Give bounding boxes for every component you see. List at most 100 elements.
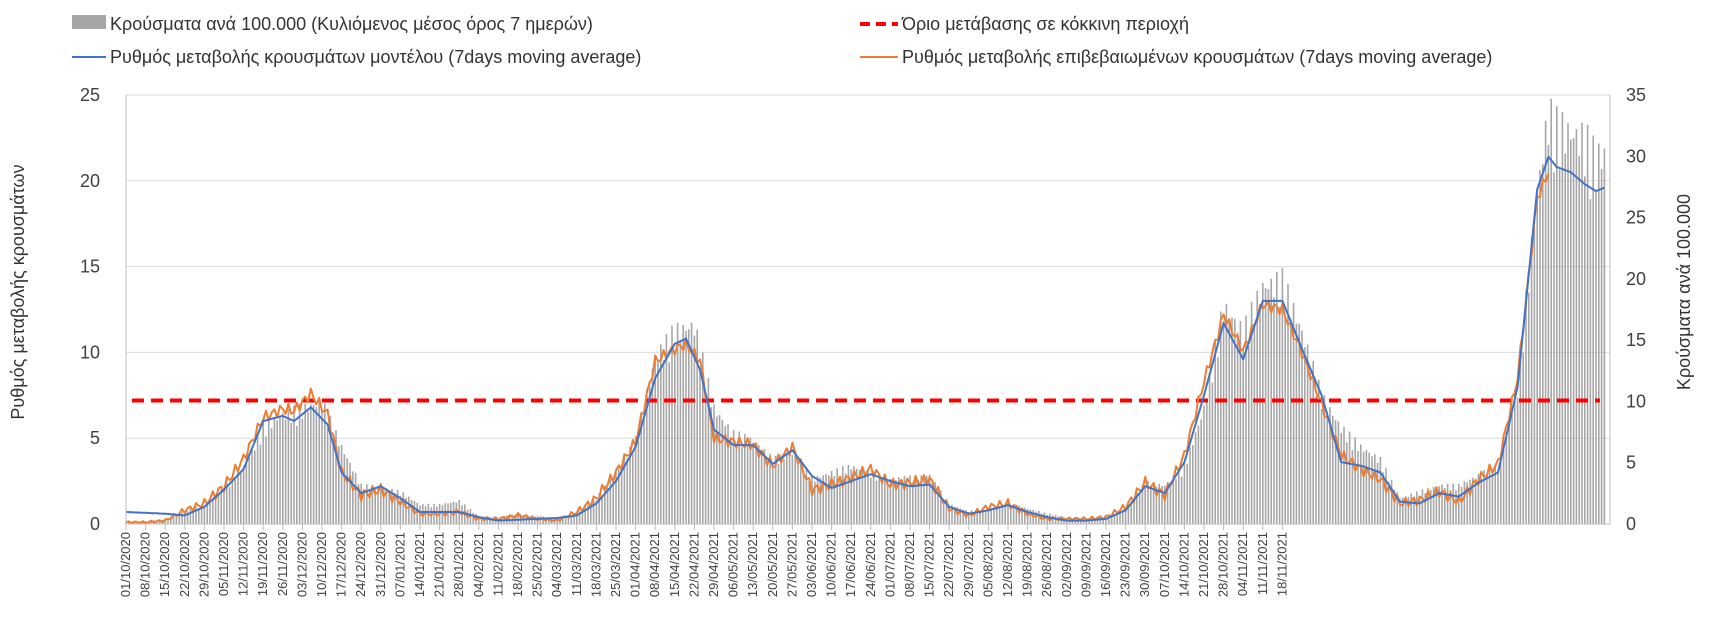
case-bar xyxy=(1264,288,1267,524)
case-bar xyxy=(744,434,746,524)
case-bar xyxy=(1357,450,1359,524)
case-bar xyxy=(198,508,200,524)
case-bar xyxy=(301,418,304,524)
case-bar xyxy=(956,507,959,524)
case-bar xyxy=(441,505,444,524)
y-tick-left-label: 20 xyxy=(80,171,100,191)
case-bar xyxy=(1603,148,1606,524)
case-bar xyxy=(1091,518,1093,524)
case-bar xyxy=(665,333,668,524)
case-bar xyxy=(1519,346,1522,524)
y-tick-left-label: 10 xyxy=(80,342,100,362)
case-bar xyxy=(1337,421,1340,524)
case-bar xyxy=(237,470,239,524)
case-bar xyxy=(1284,316,1286,524)
case-bar xyxy=(399,495,402,524)
x-tick-label: 10/06/2021 xyxy=(824,532,839,597)
case-bar xyxy=(1444,488,1446,524)
model-series-line xyxy=(125,155,1605,522)
case-bar xyxy=(1542,164,1544,524)
case-bar xyxy=(609,478,612,524)
x-tick-label: 07/10/2021 xyxy=(1157,532,1172,597)
x-tick-label: 14/10/2021 xyxy=(1176,532,1191,597)
case-bar xyxy=(1502,443,1505,524)
case-bar xyxy=(657,359,659,524)
case-bar xyxy=(567,514,570,524)
case-bar xyxy=(928,474,931,524)
case-bar xyxy=(1365,450,1368,524)
case-bar xyxy=(587,504,589,524)
case-bar xyxy=(480,516,483,524)
case-bar xyxy=(917,479,920,524)
case-bar xyxy=(685,331,687,524)
case-bar xyxy=(1301,330,1303,524)
case-bar xyxy=(1138,492,1141,524)
case-bar xyxy=(1309,372,1312,524)
case-bar xyxy=(800,461,802,524)
case-bar xyxy=(1334,419,1337,524)
x-tick-label: 12/08/2021 xyxy=(1000,532,1015,597)
case-bar xyxy=(349,462,351,524)
case-bar xyxy=(870,478,872,524)
case-bar xyxy=(1239,321,1242,524)
case-bar xyxy=(380,488,382,524)
case-bar xyxy=(721,419,724,524)
case-bar xyxy=(693,335,696,524)
case-bar xyxy=(825,474,827,524)
case-bar xyxy=(1553,172,1555,524)
case-bar xyxy=(1318,379,1320,524)
case-bar xyxy=(760,452,763,524)
case-bar xyxy=(1346,442,1348,524)
case-bar xyxy=(777,464,780,524)
case-bar xyxy=(1136,493,1138,524)
case-bar xyxy=(486,517,488,524)
case-bar xyxy=(1018,505,1020,524)
case-bar xyxy=(707,378,710,524)
case-bar xyxy=(1497,469,1499,524)
case-bar xyxy=(623,457,626,524)
case-bar xyxy=(595,500,598,524)
case-bar xyxy=(1525,289,1527,524)
case-bar xyxy=(1141,484,1144,524)
case-bar xyxy=(772,468,774,524)
case-bar xyxy=(186,511,189,524)
y-tick-right-label: 10 xyxy=(1626,391,1646,411)
case-bar xyxy=(1581,122,1583,524)
case-bar xyxy=(1561,112,1564,524)
case-bar xyxy=(1206,402,1208,524)
case-bar xyxy=(371,485,374,524)
case-bar xyxy=(962,509,964,524)
case-bar xyxy=(287,408,290,524)
x-tick-label: 21/10/2021 xyxy=(1196,532,1211,597)
case-bar xyxy=(396,489,399,524)
case-bar xyxy=(374,489,376,524)
case-bar xyxy=(338,446,340,524)
gridlines xyxy=(126,94,1610,525)
case-bar xyxy=(942,500,945,524)
x-tick-label: 29/04/2021 xyxy=(706,532,721,597)
case-bar xyxy=(713,404,715,524)
case-bar xyxy=(867,469,869,524)
case-bar xyxy=(682,324,684,524)
case-bar xyxy=(1589,199,1592,525)
case-bar xyxy=(1340,432,1342,524)
case-bar xyxy=(1124,509,1127,524)
case-bar xyxy=(1463,481,1466,524)
case-bar xyxy=(203,505,206,524)
case-bar xyxy=(1376,462,1379,524)
case-bar xyxy=(1430,489,1432,524)
x-tick-label: 29/10/2020 xyxy=(196,532,211,597)
case-bar xyxy=(408,496,410,524)
case-bar xyxy=(158,519,161,524)
case-bar xyxy=(1231,317,1233,524)
x-tick-label: 12/11/2020 xyxy=(236,532,251,596)
case-bar xyxy=(604,485,606,524)
case-bar xyxy=(836,468,838,524)
case-bar xyxy=(637,440,640,524)
case-bar xyxy=(1547,144,1550,525)
case-bar xyxy=(1007,502,1009,524)
case-bar xyxy=(1175,479,1177,524)
case-bar xyxy=(842,466,844,524)
x-tick-label: 16/09/2021 xyxy=(1098,532,1113,597)
case-bar xyxy=(766,460,768,524)
